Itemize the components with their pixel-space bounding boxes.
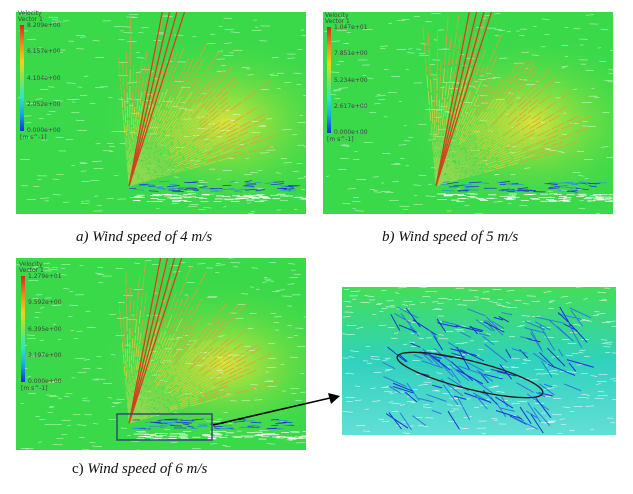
caption-a: a) Wind speed of 4 m/s [76,229,213,245]
velocity-plot-4ms [16,12,306,214]
legend-tick: 0.000e+00 [27,127,61,134]
legend-title: Velocity [18,10,42,17]
legend-tick: 4.104e+00 [27,75,61,82]
legend-unit: [m s^-1] [20,134,47,141]
color-scale-bar [21,276,25,382]
legend-tick: 3.197e+00 [28,352,62,359]
caption-c: c) Wind speed of 6 m/s [72,461,207,478]
legend-b: Velocity Vector 1 1.047e+01 7.851e+00 5.… [325,13,385,143]
legend-tick: 2.052e+00 [27,101,61,108]
caption-b: b) Wind speed of 5 m/s [382,229,519,245]
velocity-plot-5ms [323,12,613,214]
caption-c-text: Wind speed of 6 m/s [87,461,208,477]
legend-subtitle: Vector 1 [325,18,350,25]
legend-tick: 7.851e+00 [334,50,368,57]
color-scale-bar [20,25,24,131]
zoom-field [342,287,616,435]
legend-tick: 1.279e+01 [28,273,62,280]
legend-a: Velocity Vector 1 8.209e+00 6.157e+00 4.… [18,11,78,141]
legend-tick: 2.617e+00 [334,103,368,110]
legend-tick: 6.157e+00 [27,48,61,55]
legend-unit: [m s^-1] [327,136,354,143]
color-scale-bar [327,27,331,133]
legend-tick: 9.592e+00 [28,299,62,306]
caption-c-prefix: c) [72,461,84,477]
vortex-ellipse [396,351,544,399]
legend-tick: 1.047e+01 [334,24,368,31]
legend-tick: 6.395e+00 [28,326,62,333]
velocity-field-b [323,12,613,214]
legend-tick: 0.000e+00 [28,378,62,385]
zoom-arrow-head [328,393,340,404]
legend-subtitle: Vector 1 [19,267,44,274]
legend-tick: 5.234e+00 [334,77,368,84]
zoomed-velocity-detail [342,287,616,435]
legend-tick: 0.000e+00 [334,129,368,136]
legend-title: Velocity [19,261,43,268]
legend-unit: [m s^-1] [21,385,48,392]
legend-title: Velocity [325,12,349,19]
legend-subtitle: Vector 1 [18,16,43,23]
velocity-field-a [16,12,306,214]
legend-c: Velocity Vector 1 1.279e+01 9.592e+00 6.… [19,262,79,392]
legend-tick: 8.209e+00 [27,22,61,29]
